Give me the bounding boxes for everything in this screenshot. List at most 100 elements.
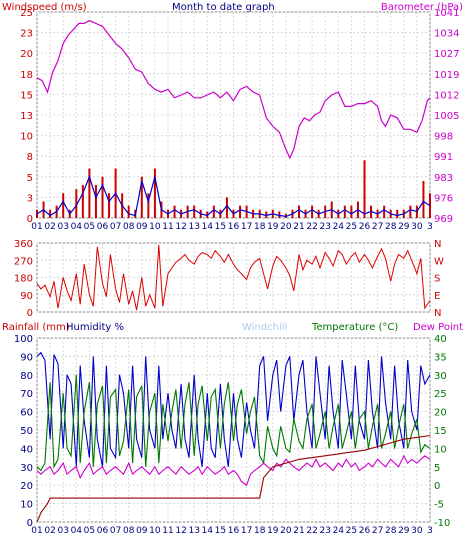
right-tick-label: 1019 — [434, 70, 459, 81]
x-tick-label: 14 — [202, 222, 214, 232]
x-tick-label: 11 — [162, 222, 173, 232]
right-tick-label: 40 — [434, 334, 447, 345]
x-tick-label: 22 — [306, 222, 317, 232]
right-tick-label: 969 — [434, 214, 453, 225]
gust-bar — [311, 205, 314, 218]
x-tick-label: 10 — [149, 222, 161, 232]
x-tick-label: 12 — [175, 222, 186, 232]
right-tick-label: 15 — [434, 426, 447, 437]
left-tick-label: 0 — [27, 308, 33, 319]
right-tick-label: 0 — [434, 481, 440, 492]
left-tick-label: 60 — [20, 408, 33, 419]
left-tick-label: 30 — [20, 463, 33, 474]
barometer-line — [36, 19, 431, 160]
x-tick-label: 27 — [372, 222, 383, 232]
x-tick-label: 02 — [44, 526, 55, 536]
right-tick-label: 976 — [434, 193, 453, 204]
x-tick-label: 19 — [267, 526, 279, 536]
right-tick-label: W — [434, 256, 444, 267]
x-tick-label: 30 — [411, 222, 423, 232]
left-tick-label: 18 — [20, 70, 33, 81]
right-tick-label: 30 — [434, 371, 447, 382]
gust-bar — [94, 185, 97, 218]
right-tick-label: -5 — [434, 500, 444, 511]
x-tick-label: 25 — [346, 222, 357, 232]
temperature-axis-label: Temperature (°C) — [311, 322, 398, 333]
gust-bar — [49, 209, 52, 218]
right-tick-label: N — [434, 239, 441, 250]
gust-bar — [173, 205, 176, 218]
gust-bar — [239, 205, 242, 218]
right-tick-label: S — [434, 274, 440, 285]
x-tick-label: 08 — [123, 526, 135, 536]
gust-bar — [409, 205, 412, 218]
left-tick-label: 70 — [20, 389, 33, 400]
left-tick-label: 8 — [27, 152, 33, 163]
x-tick-label: 28 — [385, 222, 397, 232]
x-tick-label: 01 — [31, 222, 42, 232]
left-tick-label: 23 — [20, 29, 33, 40]
x-tick-label: 28 — [385, 526, 397, 536]
right-tick-label: 25 — [434, 389, 447, 400]
left-tick-label: 90 — [20, 352, 33, 363]
x-tick-label: 19 — [267, 222, 279, 232]
windchill-label: Windchill — [242, 322, 287, 333]
rainfall-axis-label: Rainfall (mm) — [2, 322, 70, 333]
x-tick-label: 23 — [319, 222, 330, 232]
chart-title: Month to date graph — [172, 2, 275, 13]
gust-bar — [147, 193, 150, 218]
rainfall-line — [36, 434, 431, 523]
x-tick-label: 21 — [293, 526, 304, 536]
left-tick-label: 100 — [14, 334, 33, 345]
temperature-line — [36, 374, 431, 472]
x-tick-label: 13 — [188, 222, 199, 232]
left-tick-label: 25 — [20, 8, 33, 19]
left-tick-label: 5 — [27, 173, 33, 184]
gust-bar — [101, 176, 104, 218]
humidity-axis-label: Humidity % — [66, 322, 124, 333]
gust-bar — [350, 205, 353, 218]
gust-bar — [298, 205, 300, 218]
gust-bar — [88, 168, 91, 218]
right-tick-label: 20 — [434, 408, 447, 419]
right-tick-label: N — [434, 308, 441, 319]
gust-bar — [140, 176, 143, 218]
temperature-humidity-panel: 10090807060504030201004035302520151050-5… — [14, 334, 450, 536]
right-tick-label: E — [434, 291, 440, 302]
right-tick-label: 983 — [434, 173, 453, 184]
x-tick-label: 07 — [110, 526, 121, 536]
gust-bar — [153, 168, 156, 218]
gust-bar — [193, 205, 196, 218]
x-tick-label: 26 — [359, 526, 371, 536]
left-tick-label: 10 — [20, 132, 33, 143]
right-tick-label: 5 — [434, 463, 440, 474]
right-tick-label: 10 — [434, 444, 447, 455]
right-tick-label: 1005 — [434, 111, 459, 122]
x-tick-label: 25 — [346, 526, 357, 536]
right-tick-label: 991 — [434, 152, 453, 163]
x-tick-label: 29 — [398, 222, 410, 232]
right-tick-label: 35 — [434, 352, 447, 363]
left-tick-label: 90 — [20, 291, 33, 302]
gust-bar — [81, 185, 84, 218]
x-tick-label: 06 — [97, 526, 109, 536]
gust-bar — [108, 193, 111, 218]
dewpoint-label: Dew Point — [413, 322, 463, 333]
gust-bar — [383, 205, 386, 218]
x-tick-label: 04 — [71, 222, 83, 232]
x-tick-label: 20 — [280, 526, 292, 536]
gust-bar — [265, 211, 268, 218]
gust-bar — [62, 193, 65, 218]
right-tick-label: 998 — [434, 132, 453, 143]
gust-bar — [127, 205, 130, 218]
x-tick-label: 30 — [411, 526, 423, 536]
x-tick-label: 15 — [215, 222, 226, 232]
x-tick-label: 10 — [149, 526, 161, 536]
x-tick-label: 23 — [319, 526, 330, 536]
x-tick-label: 03 — [57, 526, 68, 536]
windspeed-line — [36, 175, 431, 218]
left-tick-label: 80 — [20, 371, 33, 382]
left-tick-label: 15 — [20, 90, 33, 101]
x-tick-label: 09 — [136, 222, 148, 232]
